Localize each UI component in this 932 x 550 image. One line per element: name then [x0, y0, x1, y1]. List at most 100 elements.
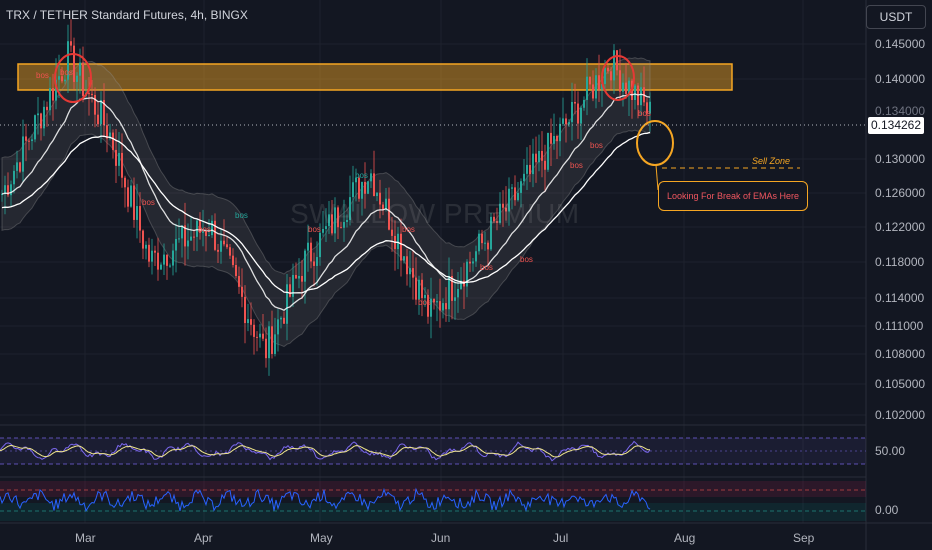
candle-body — [277, 319, 279, 335]
candle-body — [370, 173, 372, 182]
candle-body — [55, 79, 57, 101]
watermark-text: SWALLOW PREMIUM — [290, 198, 580, 229]
osc2-value-label: 0.00 — [875, 503, 899, 517]
candle-body — [445, 303, 447, 310]
candle-body — [574, 101, 576, 104]
candle-body — [403, 256, 405, 261]
candle-body — [379, 192, 381, 205]
candle-body — [70, 41, 72, 46]
candle-body — [16, 162, 18, 171]
candle-body — [112, 132, 114, 150]
candle-body — [448, 275, 450, 310]
candle-body — [511, 187, 513, 189]
candle-body — [79, 62, 81, 76]
candle-body — [523, 173, 525, 182]
price-tick: 0.118000 — [875, 255, 925, 269]
rsi-value-label: 50.00 — [875, 444, 906, 458]
candle-body — [571, 101, 573, 123]
candle-body — [262, 333, 264, 339]
candle-body — [634, 85, 636, 101]
candle-body — [421, 279, 423, 299]
candle-body — [430, 298, 432, 317]
price-tick: 0.134000 — [875, 104, 926, 118]
price-tick: 0.108000 — [875, 347, 926, 361]
candle-body — [487, 242, 489, 250]
candle-body — [157, 252, 159, 270]
candle-body — [433, 298, 435, 303]
candle-body — [568, 122, 570, 125]
candle-body — [325, 226, 327, 229]
candle-body — [337, 207, 339, 228]
currency-button[interactable]: USDT — [866, 5, 926, 29]
candle-body — [352, 182, 354, 198]
candle-body — [418, 279, 420, 300]
candle-body — [88, 93, 90, 95]
candle-body — [223, 240, 225, 245]
candle-body — [37, 113, 39, 116]
candlesticks — [1, 19, 651, 376]
candle-body — [103, 100, 105, 126]
candle-body — [451, 275, 453, 301]
candle-body — [412, 268, 414, 278]
candle-body — [187, 240, 189, 247]
candle-body — [610, 71, 612, 81]
price-tick: 0.111000 — [875, 319, 924, 333]
candle-body — [175, 238, 177, 251]
candle-body — [22, 136, 24, 172]
candle-body — [313, 261, 315, 266]
ema-break-note[interactable]: Looking For Break of EMAs Here — [658, 181, 808, 211]
bos-label: bos — [308, 225, 321, 234]
candle-body — [550, 132, 552, 144]
price-tick: 0.122000 — [875, 220, 926, 234]
candle-body — [94, 94, 96, 115]
price-tick: 0.126000 — [875, 186, 926, 200]
candle-body — [73, 45, 75, 82]
candle-body — [181, 225, 183, 239]
price-tick: 0.140000 — [875, 72, 926, 86]
candle-body — [382, 204, 384, 210]
candle-body — [163, 254, 165, 265]
bos-label: bos — [355, 171, 368, 180]
candle-body — [145, 244, 147, 249]
time-tick: Jun — [431, 531, 451, 545]
time-tick: Mar — [75, 531, 96, 545]
candle-body — [100, 100, 102, 125]
bos-label: bos — [480, 263, 493, 272]
candle-body — [43, 106, 45, 129]
time-tick: Aug — [674, 531, 696, 545]
candle-body — [424, 294, 426, 299]
osc2-upper-band — [0, 481, 866, 497]
price-tick: 0.145000 — [875, 37, 926, 51]
price-tick: 0.130000 — [875, 152, 926, 166]
candle-body — [616, 50, 618, 71]
candle-body — [46, 106, 48, 111]
bos-label: bos — [520, 255, 533, 264]
candle-body — [211, 220, 213, 236]
candle-body — [67, 41, 69, 80]
price-tick: 0.114000 — [875, 291, 925, 305]
candle-body — [19, 162, 21, 172]
candle-body — [64, 79, 66, 82]
candle-body — [151, 250, 153, 262]
candle-body — [127, 187, 129, 207]
candle-body — [586, 76, 588, 100]
candle-body — [532, 153, 534, 175]
candle-body — [268, 326, 270, 359]
symbol-title[interactable]: TRX / TETHER Standard Futures, 4h, BINGX — [6, 8, 248, 22]
candle-body — [328, 214, 330, 227]
candle-body — [190, 236, 192, 241]
candle-body — [520, 181, 522, 193]
candle-body — [514, 187, 516, 201]
candle-body — [538, 150, 540, 163]
candle-body — [160, 264, 162, 270]
candle-body — [478, 233, 480, 252]
candle-body — [265, 338, 267, 359]
candle-body — [442, 303, 444, 311]
candle-body — [154, 250, 156, 253]
candle-body — [547, 132, 549, 170]
candle-body — [244, 296, 246, 324]
candle-body — [391, 229, 393, 236]
candle-body — [397, 233, 399, 250]
candle-body — [229, 247, 231, 256]
